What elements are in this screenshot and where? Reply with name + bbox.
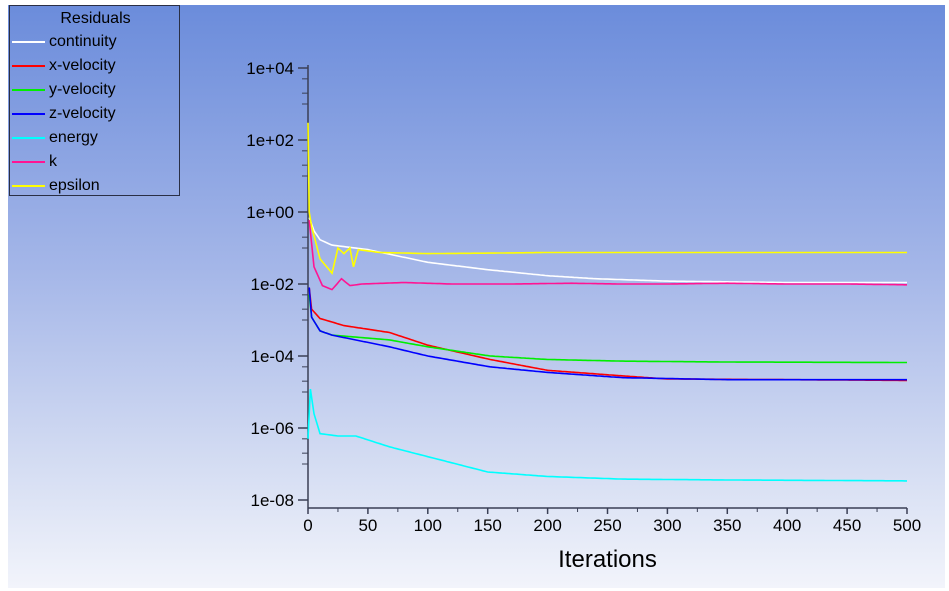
series-line-energy: [307, 388, 907, 482]
y-tick-label: 1e-08: [251, 491, 294, 510]
series-line-y-velocity: [308, 294, 907, 364]
legend-label: energy: [49, 129, 98, 146]
legend-swatch: [12, 89, 45, 91]
legend-item-epsilon: epsilon: [12, 175, 100, 197]
x-tick-label: 200: [533, 516, 561, 535]
x-tick-label: 500: [893, 516, 921, 535]
legend: Residuals continuity x-velocity y-velocity…: [9, 5, 180, 196]
x-tick-label: 50: [358, 516, 377, 535]
legend-label: x-velocity: [49, 57, 116, 74]
series-line-x-velocity: [308, 287, 907, 382]
x-tick-label: 400: [773, 516, 801, 535]
legend-swatch: [12, 185, 45, 187]
legend-label: z-velocity: [49, 105, 116, 122]
legend-label: y-velocity: [49, 81, 116, 98]
legend-label: epsilon: [49, 177, 100, 194]
series-line-z-velocity: [308, 287, 907, 381]
x-tick-label: 300: [653, 516, 681, 535]
legend-label: k: [49, 153, 57, 170]
x-tick-label: 0: [303, 516, 312, 535]
x-tick-label: 250: [593, 516, 621, 535]
legend-swatch: [12, 41, 45, 43]
x-tick-label: 150: [474, 516, 502, 535]
y-tick-label: 1e+02: [246, 131, 294, 150]
legend-swatch: [12, 113, 45, 115]
y-tick-label: 1e-04: [251, 347, 294, 366]
legend-item-energy: energy: [12, 127, 98, 149]
legend-item-continuity: continuity: [12, 31, 117, 53]
legend-item-y-velocity: y-velocity: [12, 79, 116, 101]
legend-item-x-velocity: x-velocity: [12, 55, 116, 77]
legend-item-z-velocity: z-velocity: [12, 103, 116, 125]
legend-swatch: [12, 65, 45, 67]
series-line-continuity: [308, 217, 907, 284]
series-line-k: [308, 219, 907, 291]
x-tick-label: 450: [833, 516, 861, 535]
legend-swatch: [12, 137, 45, 139]
x-tick-label: 350: [713, 516, 741, 535]
x-axis-label: Iterations: [558, 546, 657, 573]
legend-swatch: [12, 161, 45, 163]
y-tick-label: 1e-06: [251, 419, 294, 438]
legend-title: Residuals: [60, 10, 131, 27]
series-line-epsilon: [307, 122, 907, 275]
y-tick-label: 1e-02: [251, 275, 294, 294]
y-tick-label: 1e+04: [246, 59, 294, 78]
x-tick-label: 100: [414, 516, 442, 535]
legend-label: continuity: [49, 33, 117, 50]
plot-background: [8, 5, 945, 588]
legend-item-k: k: [12, 151, 57, 173]
y-tick-label: 1e+00: [246, 203, 294, 222]
